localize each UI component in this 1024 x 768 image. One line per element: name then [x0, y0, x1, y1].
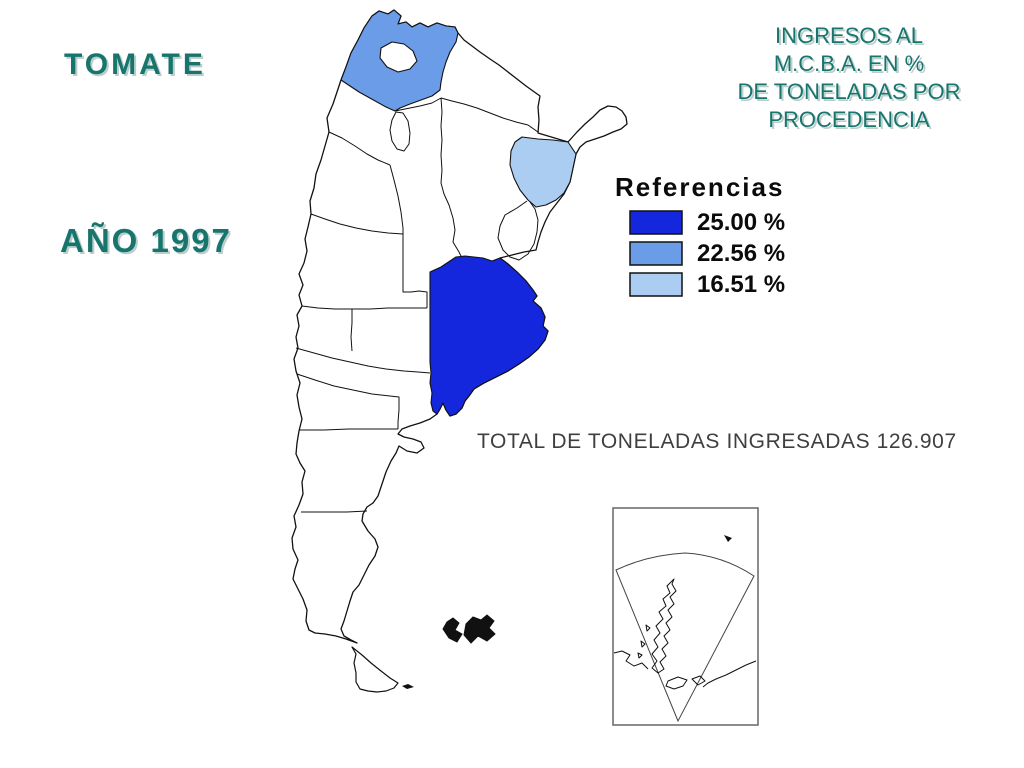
inset-frame [612, 507, 759, 726]
malvinas-islands [442, 614, 496, 644]
legend-swatch-medium-blue [629, 241, 683, 266]
legend-swatch-dark-blue [629, 210, 683, 235]
total-label: TOTAL DE TONELADAS INGRESADAS 126.907 [477, 430, 957, 453]
tierra-del-fuego [351, 646, 399, 693]
map-heading-line-2: M.C.B.A. EN % [773, 51, 925, 76]
province-corrientes [509, 136, 577, 208]
product-title: TOMATE [64, 48, 206, 81]
legend-swatch-light-blue [629, 272, 683, 297]
antarctic-sector-wedge [615, 552, 755, 723]
year-title: AÑO 1997 [60, 222, 232, 259]
legend-label: 22.56 % [697, 239, 786, 267]
inset-island-mark [724, 535, 732, 542]
legend-title: Referencias [615, 172, 785, 202]
isla-de-los-estados [402, 684, 414, 689]
legend-label: 16.51 % [697, 270, 786, 298]
province-buenos-aires [429, 255, 549, 417]
map-heading-line-3: DE TONELADAS POR [737, 79, 961, 104]
province-borders [295, 97, 539, 513]
antarctic-peninsula [637, 578, 677, 674]
map-heading: INGRESOS AL M.C.B.A. EN % DE TONELADAS P… [733, 22, 965, 134]
province-salta-jujuy [340, 9, 459, 112]
legend-row: 22.56 % [629, 239, 786, 267]
map-heading-line-1: INGRESOS AL [775, 23, 923, 48]
legend-row: 16.51 % [629, 270, 786, 298]
antarctica-inset [612, 507, 759, 726]
legend: Referencias 25.00 % 22.56 % 16.51 % [615, 172, 785, 303]
map-heading-line-4: PROCEDENCIA [768, 107, 930, 132]
legend-row: 25.00 % [629, 208, 786, 236]
legend-label: 25.00 % [697, 208, 786, 236]
inset-coastlines [613, 650, 757, 690]
